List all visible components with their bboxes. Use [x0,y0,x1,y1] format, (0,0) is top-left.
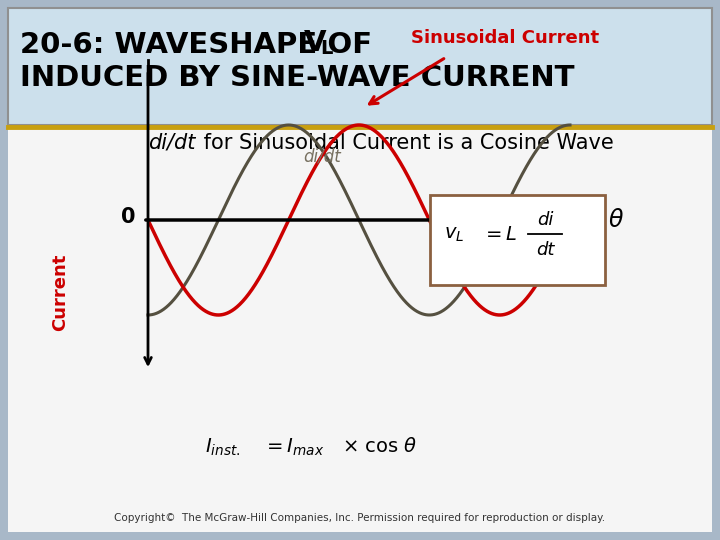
Text: for Sinusoidal Current is a Cosine Wave: for Sinusoidal Current is a Cosine Wave [197,133,613,153]
Text: L: L [320,39,333,58]
Bar [430,195,605,285]
Text: dt: dt [536,241,554,259]
Text: di/dt: di/dt [304,147,341,165]
Text: $\theta$: $\theta$ [608,208,624,232]
Text: 20-6: WAVESHAPE OF: 20-6: WAVESHAPE OF [20,31,382,59]
Text: $v_L$: $v_L$ [444,226,464,245]
Text: $= L$: $= L$ [482,226,518,245]
Text: di/dt: di/dt [148,133,195,153]
Text: $= I_{max}$: $= I_{max}$ [263,436,325,458]
Bar [8,129,712,532]
Text: $I_{inst.}$: $I_{inst.}$ [205,436,240,458]
Text: di: di [537,211,553,229]
Text: Current: Current [51,254,69,331]
Text: $\times$ cos $\theta$: $\times$ cos $\theta$ [342,437,417,456]
Text: Copyright©  The McGraw-Hill Companies, Inc. Permission required for reproduction: Copyright© The McGraw-Hill Companies, In… [114,513,606,523]
Bar [8,8,712,125]
Text: 0: 0 [122,207,136,227]
Text: Sinusoidal Current: Sinusoidal Current [411,29,599,47]
Text: V: V [304,29,326,57]
Text: INDUCED BY SINE-WAVE CURRENT: INDUCED BY SINE-WAVE CURRENT [20,64,575,92]
